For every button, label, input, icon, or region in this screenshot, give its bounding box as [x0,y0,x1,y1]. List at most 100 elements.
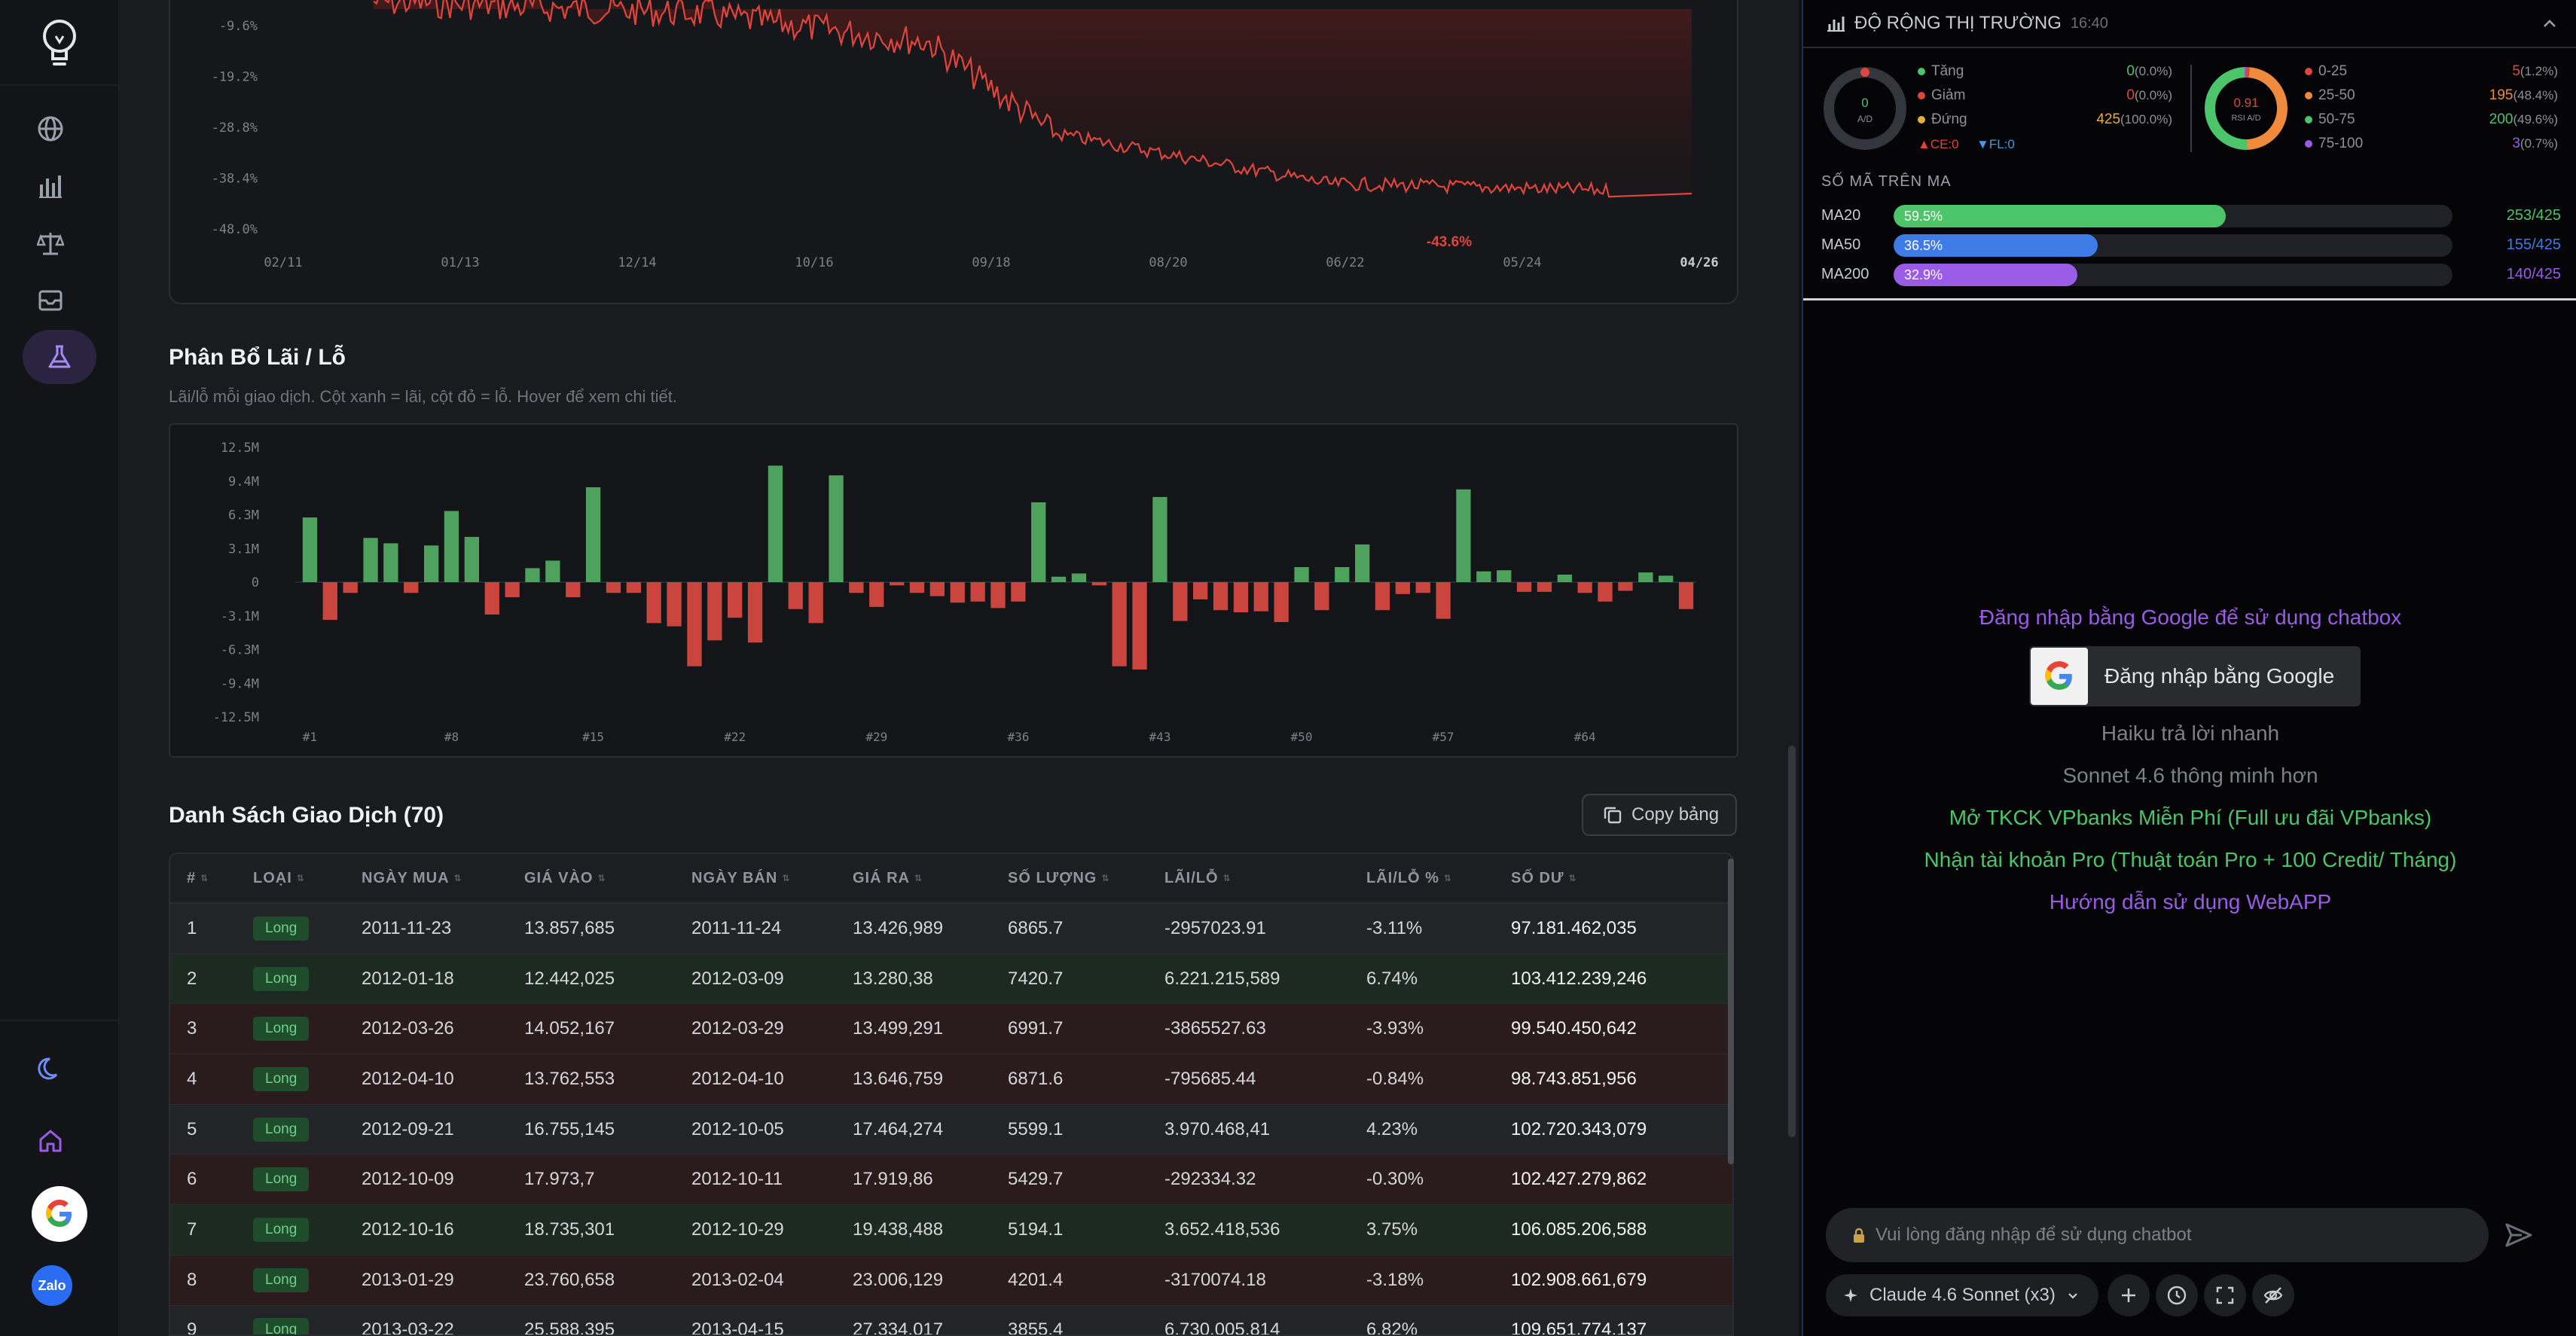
pnl-bar[interactable] [1173,582,1188,621]
pnl-bar[interactable] [1557,575,1572,582]
pnl-bar[interactable] [1678,582,1694,609]
pnl-bar[interactable] [1375,582,1390,611]
pnl-bar[interactable] [1253,582,1268,612]
new-chat-button[interactable] [2107,1274,2150,1316]
table-row[interactable]: 8 Long 2013-01-29 23.760,658 2013-02-04 23.00… [170,1255,1732,1306]
pnl-bar[interactable] [1497,570,1512,582]
pnl-bar[interactable] [687,582,702,666]
column-header[interactable]: GIÁ RA ⇅ [853,870,923,887]
pnl-bar[interactable] [1618,582,1633,591]
pnl-bar[interactable] [1314,582,1329,611]
chat-input[interactable]: Vui lòng đăng nhập để sử dụng chatbot [1826,1208,2489,1262]
model-selector[interactable]: Claude 4.6 Sonnet (x3) [1826,1274,2098,1316]
pnl-bar[interactable] [1233,582,1249,613]
inbox-icon[interactable] [35,285,66,316]
pnl-bar[interactable] [808,582,823,624]
pnl-bar[interactable] [829,475,844,582]
pnl-bar[interactable] [606,582,621,593]
table-row[interactable]: 6 Long 2012-10-09 17.973,7 2012-10-11 17.919,… [170,1155,1732,1206]
column-header[interactable]: NGÀY MUA ⇅ [362,870,462,887]
pnl-bar[interactable] [1415,582,1430,593]
pnl-bar[interactable] [585,487,601,582]
column-header[interactable]: LÃI/LỖ ⇅ [1164,870,1232,887]
pnl-bar[interactable] [849,582,864,593]
pnl-bar[interactable] [1091,582,1106,586]
google-login-button[interactable]: Đăng nhập bằng Google [2029,646,2361,706]
column-header[interactable]: LOẠI ⇅ [253,870,305,887]
pnl-bar[interactable] [404,582,419,593]
copy-table-button[interactable]: Copy bảng [1582,794,1737,836]
page-scrollbar[interactable] [1788,746,1796,1137]
pnl-bar[interactable] [950,582,965,603]
pnl-bar[interactable] [1355,544,1370,582]
column-header[interactable]: GIÁ VÀO ⇅ [524,870,606,887]
pnl-bar[interactable] [970,582,985,602]
column-header[interactable]: SỐ DƯ ⇅ [1511,870,1577,887]
lightbulb-logo-icon[interactable] [38,17,81,69]
pnl-bar[interactable] [1152,496,1167,582]
google-account-icon[interactable] [32,1186,87,1242]
pnl-bar[interactable] [1537,582,1552,592]
column-header[interactable]: NGÀY BÁN ⇅ [691,870,790,887]
pnl-bar[interactable] [1456,489,1471,582]
pnl-bar[interactable] [545,560,560,582]
pnl-bar[interactable] [1659,575,1674,582]
pnl-bar[interactable] [1193,582,1208,599]
pnl-bar[interactable] [525,568,540,582]
column-header[interactable]: # ⇅ [187,870,209,887]
table-row[interactable]: 9 Long 2013-03-22 25.588,395 2013-04-15 27.33… [170,1305,1732,1334]
pnl-bar[interactable] [1294,567,1309,582]
pnl-bar[interactable] [444,511,459,583]
pnl-bar[interactable] [484,582,499,615]
table-row[interactable]: 1 Long 2011-11-23 13.857,685 2011-11-24 13.42… [170,904,1732,954]
bar-chart-icon[interactable] [35,170,66,202]
moon-icon[interactable] [35,1053,66,1084]
pnl-bar[interactable] [1516,582,1532,592]
pnl-bar[interactable] [646,582,661,624]
pnl-bar[interactable] [1395,582,1410,594]
pnl-bar[interactable] [383,543,398,582]
pnl-bar[interactable] [1213,582,1228,611]
pnl-bar[interactable] [990,582,1006,609]
zalo-icon[interactable]: Zalo [32,1265,72,1306]
pnl-bar[interactable] [566,582,581,597]
pnl-bar[interactable] [1132,582,1147,670]
globe-icon[interactable] [35,113,66,145]
hide-chat-button[interactable] [2252,1274,2294,1316]
pnl-bar[interactable] [464,536,479,582]
pnl-bar[interactable] [1638,572,1653,582]
pnl-bar[interactable] [707,582,722,641]
pnl-bar[interactable] [505,582,520,597]
column-header[interactable]: SỐ LƯỢNG ⇅ [1008,870,1109,887]
pnl-bar[interactable] [1071,573,1087,583]
pnl-bar[interactable] [890,582,905,586]
scale-icon[interactable] [35,227,66,259]
column-header[interactable]: LÃI/LỖ % ⇅ [1366,870,1452,887]
pnl-bar[interactable] [1436,582,1451,619]
table-row[interactable]: 5 Long 2012-09-21 16.755,145 2012-10-05 17.46… [170,1104,1732,1155]
pnl-bar[interactable] [1274,582,1289,622]
pnl-bar[interactable] [1476,571,1491,582]
pnl-bar[interactable] [667,582,682,627]
pnl-bar[interactable] [1112,582,1127,666]
pnl-bar[interactable] [424,545,439,582]
table-row[interactable]: 4 Long 2012-04-10 13.762,553 2012-04-10 13.64… [170,1054,1732,1105]
table-row[interactable]: 2 Long 2012-01-18 12.442,025 2012-03-09 13.28… [170,953,1732,1005]
pnl-bar[interactable] [363,538,378,582]
pnl-bar[interactable] [929,582,945,596]
pnl-bar[interactable] [1011,582,1026,602]
pnl-bar[interactable] [1598,582,1613,602]
pnl-bar[interactable] [728,582,743,618]
pnl-bar[interactable] [1335,567,1350,582]
pnl-bar[interactable] [909,582,925,593]
pnl-bar[interactable] [322,582,337,621]
send-icon[interactable] [2504,1220,2534,1254]
pnl-bar[interactable] [1031,502,1046,582]
pnl-bar[interactable] [788,582,803,609]
flask-icon[interactable] [23,330,96,384]
pnl-bar[interactable] [869,582,884,607]
pro-account-link[interactable]: Nhận tài khoản Pro (Thuật toán Pro + 100… [1924,848,2457,871]
home-icon[interactable] [35,1125,66,1157]
webapp-guide-link[interactable]: Hướng dẫn sử dụng WebAPP [2049,890,2332,914]
pnl-bar[interactable] [1051,576,1067,582]
